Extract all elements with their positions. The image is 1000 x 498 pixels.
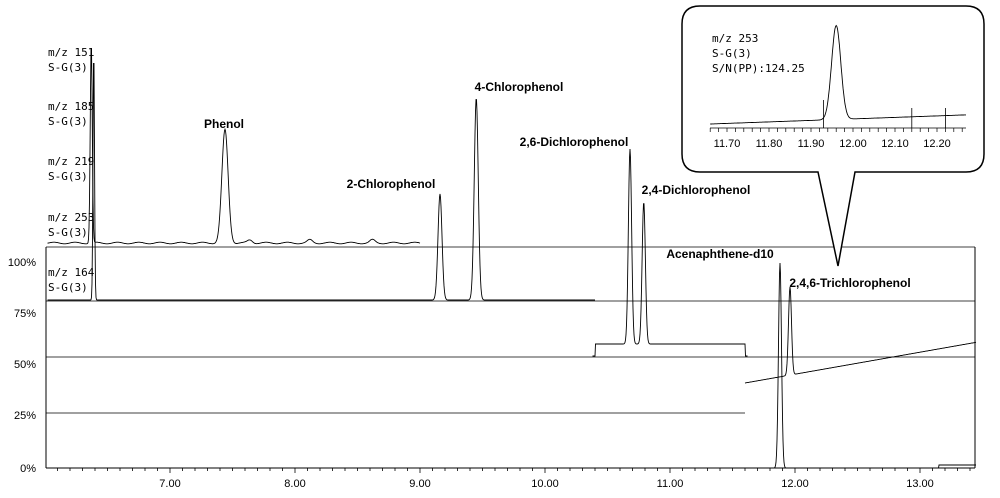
inset-x-tick-label: 11.80 (756, 138, 783, 150)
peak-labels: Phenol 2-Chlorophenol 4-Chlorophenol 2,6… (204, 80, 911, 290)
trace-mz185 (47, 63, 595, 301)
trace-mz-label: m/z 151 (48, 46, 94, 59)
trace-filter-label: S-G(3) (48, 61, 88, 74)
x-tick-label: 7.00 (159, 478, 180, 490)
x-tick-label: 11.00 (657, 478, 684, 490)
y-tick-label: 75% (14, 308, 36, 320)
inset-sn-label: S/N(PP):124.25 (712, 62, 805, 75)
peak-label: Phenol (204, 117, 244, 131)
inset-filter-label: S-G(3) (712, 47, 752, 60)
peak-label: 2,4,6-Trichlorophenol (789, 276, 910, 290)
y-tick-label: 50% (14, 359, 36, 371)
trace-mz151 (47, 48, 421, 245)
peak-label: 2-Chlorophenol (347, 177, 436, 191)
trace-mz219 (592, 148, 748, 357)
y-tick-label: 25% (14, 410, 36, 422)
x-tick-label: 9.00 (409, 478, 430, 490)
chromatogram-traces (47, 48, 977, 469)
trace-filter-label: S-G(3) (48, 281, 88, 294)
inset-x-tick-label: 12.00 (839, 138, 867, 150)
x-tick-label: 12.00 (781, 478, 809, 490)
peak-label: 2,4-Dichlorophenol (642, 183, 751, 197)
inset-trace (710, 24, 966, 125)
x-ticks: 7.00 8.00 9.00 10.00 11.00 12.00 13.00 (57, 468, 971, 490)
trace-filter-label: S-G(3) (48, 226, 88, 239)
trace-mz253 (744, 287, 977, 384)
trace-filter-label: S-G(3) (48, 115, 88, 128)
trace-baselines (46, 246, 975, 414)
y-tick-label: 100% (8, 257, 36, 269)
trace-labels: m/z 151 S-G(3) m/z 185 S-G(3) m/z 219 S-… (48, 46, 95, 294)
y-ticks: 0% 25% 50% 75% 100% (8, 257, 36, 475)
trace-mz164 (745, 262, 976, 469)
trace-mz-label: m/z 253 (48, 211, 94, 224)
peak-label: Acenaphthene-d10 (666, 247, 774, 261)
inset-bubble (681, 5, 985, 267)
inset-x-tick-label: 11.90 (798, 138, 825, 150)
peak-label: 4-Chlorophenol (475, 80, 564, 94)
x-tick-label: 10.00 (531, 478, 559, 490)
trace-mz-label: m/z 219 (48, 155, 94, 168)
x-tick-label: 13.00 (906, 478, 934, 490)
trace-filter-label: S-G(3) (48, 170, 88, 183)
peak-label: 2,6-Dichlorophenol (520, 135, 629, 149)
inset-callout: m/z 253 S-G(3) S/N(PP):124.25 11.70 11.8… (681, 5, 985, 267)
inset-mz-label: m/z 253 (712, 32, 758, 45)
y-tick-label: 0% (20, 463, 36, 475)
inset-x-tick-label: 12.20 (923, 138, 951, 150)
trace-mz-label: m/z 164 (48, 266, 95, 279)
inset-x-tick-label: 11.70 (714, 138, 741, 150)
trace-mz-label: m/z 185 (48, 100, 94, 113)
x-tick-label: 8.00 (284, 478, 305, 490)
inset-x-tick-label: 12.10 (881, 138, 909, 150)
